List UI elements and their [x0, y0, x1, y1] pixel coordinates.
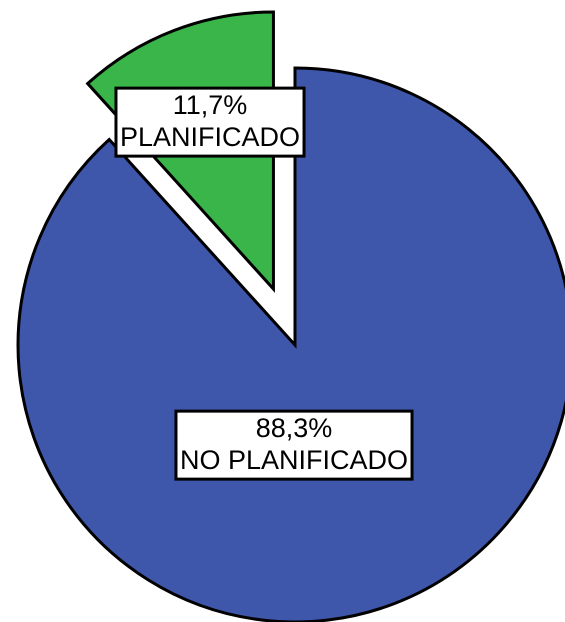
- slice-label: 88,3%NO PLANIFICADO: [174, 409, 414, 481]
- value-label: 88,3%: [256, 413, 333, 443]
- category-label: NO PLANIFICADO: [180, 445, 408, 475]
- slice-label: 11,7%PLANIFICADO: [114, 86, 306, 158]
- label-box: [174, 409, 414, 481]
- value-label: 11,7%: [173, 90, 248, 120]
- category-label: PLANIFICADO: [120, 122, 300, 152]
- label-box: [114, 86, 306, 158]
- pie-slice: [16, 66, 565, 622]
